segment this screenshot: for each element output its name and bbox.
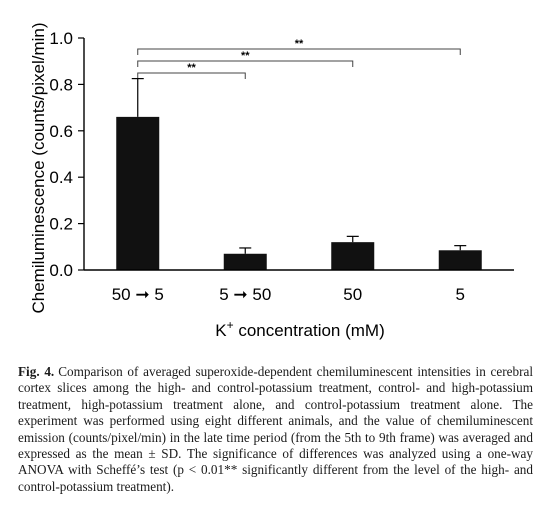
y-tick-label: 0.8 bbox=[49, 75, 73, 94]
bar-chart: ** ** ** 0.0 0.2 0.4 0.6 0.8 1.0 50 ➞ 5 5 ➞ 50 50 5… bbox=[29, 22, 514, 340]
figure-caption: Fig. 4. Comparison of averaged superoxide… bbox=[18, 364, 533, 495]
x-tick-label: 50 ➞ 5 bbox=[112, 285, 164, 304]
caption-label: Fig. 4. bbox=[18, 364, 55, 379]
figure-panel: ** ** ** 0.0 0.2 0.4 0.6 0.8 1.0 50 ➞ 5 5 ➞ 50 50 5… bbox=[29, 22, 514, 340]
x-tick-label: 5 ➞ 50 bbox=[219, 285, 271, 304]
bar-3 bbox=[331, 242, 375, 270]
y-tick-label: 0.4 bbox=[49, 168, 73, 187]
significance-label: ** bbox=[295, 38, 304, 50]
bar-1 bbox=[116, 116, 160, 270]
significance-label: ** bbox=[187, 62, 196, 74]
y-tick-label: 0.0 bbox=[49, 261, 73, 280]
bar-4 bbox=[438, 250, 482, 270]
y-tick-label: 0.2 bbox=[49, 215, 73, 234]
x-tick-label: 5 bbox=[456, 285, 465, 304]
y-axis-title: Chemiluminescence (counts/pixel/min) bbox=[29, 22, 48, 313]
x-axis-title: K+ concentration (mM) bbox=[215, 318, 385, 340]
y-tick-label: 1.0 bbox=[49, 29, 73, 48]
significance-bracket bbox=[137, 60, 354, 67]
y-tick-label: 0.6 bbox=[49, 122, 73, 141]
caption-text: Comparison of averaged superoxide-depend… bbox=[18, 364, 533, 494]
significance-bracket bbox=[137, 72, 246, 79]
significance-bracket bbox=[137, 48, 461, 55]
significance-label: ** bbox=[241, 50, 250, 62]
bar-2 bbox=[223, 253, 267, 270]
x-tick-label: 50 bbox=[343, 285, 362, 304]
